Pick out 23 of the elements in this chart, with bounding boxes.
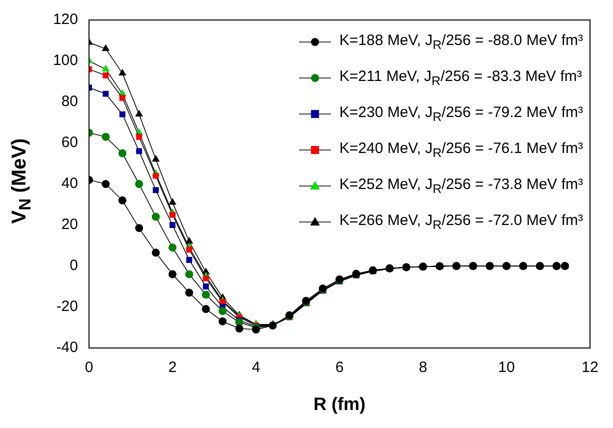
y-tick-label: 0 xyxy=(70,257,78,274)
x-tick-label: 10 xyxy=(498,359,515,376)
x-axis-title: R (fm) xyxy=(314,394,366,414)
x-tick-label: 12 xyxy=(582,359,598,376)
legend-label: K=240 MeV, J$_{R}$/256 = -76.1 MeV fm³ xyxy=(339,140,583,160)
legend-label: K=266 MeV, J$_{R}$/256 = -72.0 MeV fm³ xyxy=(339,212,583,232)
x-tick-label: 6 xyxy=(335,359,344,376)
x-tick-label: 0 xyxy=(84,359,94,376)
y-tick-label: 80 xyxy=(61,93,78,110)
x-tick-label: 8 xyxy=(418,359,428,376)
legend-label: K=211 MeV, J$_{R}$/256 = -83.3 MeV fm³ xyxy=(339,68,582,88)
y-tick-label: -20 xyxy=(56,298,78,316)
y-tick-label: 120 xyxy=(52,11,78,28)
y-tick-label: 40 xyxy=(61,175,78,192)
legend-label: K=252 MeV, J$_{R}$/256 = -73.8 MeV fm³ xyxy=(339,176,583,196)
y-tick-label: 100 xyxy=(52,52,78,70)
legend-label: K=188 MeV, J$_{R}$/256 = -88.0 MeV fm³ xyxy=(339,32,583,52)
legend-label: K=230 MeV, J$_{R}$/256 = -79.2 MeV fm³ xyxy=(339,104,583,124)
x-tick-label: 2 xyxy=(168,359,177,376)
y-tick-label: 20 xyxy=(61,216,78,234)
y-tick-label: 60 xyxy=(61,134,78,152)
x-tick-label: 4 xyxy=(252,359,260,376)
y-tick-label: -40 xyxy=(56,339,78,356)
